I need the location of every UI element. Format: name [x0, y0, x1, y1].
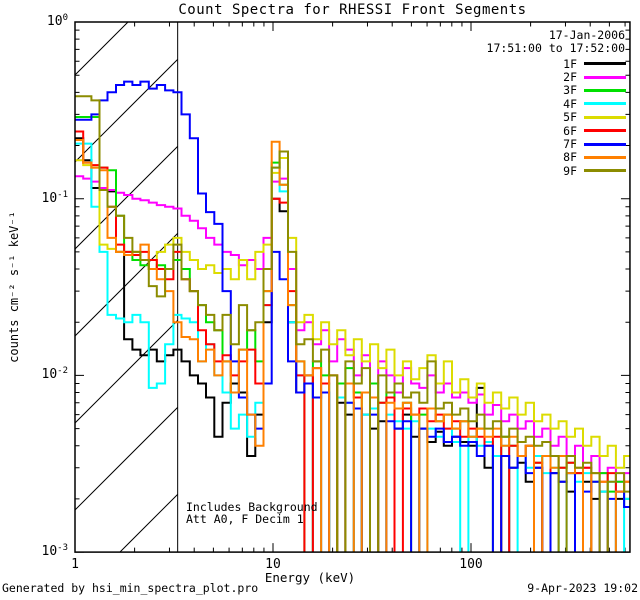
- legend-item-4f: 4F: [563, 96, 626, 111]
- legend-label-8f: 8F: [563, 150, 577, 165]
- legend: 1F 2F 3F 4F 5F 6F 7F 8F 9F: [563, 57, 626, 178]
- y-tick-label-1e0: 100: [46, 13, 68, 29]
- spectrum-curve-9f: [75, 95, 630, 553]
- legend-swatch-3f: [584, 88, 626, 92]
- x-tick-label-1: 1: [71, 557, 79, 572]
- x-tick-label-10: 10: [265, 557, 281, 572]
- spectrum-curve-5f: [75, 157, 630, 469]
- legend-label-3f: 3F: [563, 83, 577, 98]
- x-tick-label-100: 100: [459, 557, 483, 572]
- legend-label-9f: 9F: [563, 163, 577, 178]
- plot-frame: [74, 21, 631, 553]
- footer-generator: Generated by hsi_min_spectra_plot.pro: [2, 581, 259, 595]
- footer-timestamp: 9-Apr-2023 19:02: [527, 581, 638, 595]
- legend-label-2f: 2F: [563, 70, 577, 85]
- legend-item-6f: 6F: [563, 123, 626, 138]
- y-tick-label-1e-3: 10-3: [41, 543, 69, 560]
- legend-swatch-9f: [584, 169, 626, 173]
- legend-item-3f: 3F: [563, 83, 626, 98]
- legend-item-9f: 9F: [563, 163, 626, 178]
- background-note: Includes Background: [186, 500, 318, 514]
- spectrum-curve-8f: [75, 139, 630, 553]
- legend-item-7f: 7F: [563, 137, 626, 152]
- observation-time-range: 17:51:00 to 17:52:00: [486, 41, 625, 55]
- legend-swatch-7f: [584, 142, 626, 146]
- x-axis-label: Energy (keV): [264, 570, 356, 585]
- legend-item-5f: 5F: [563, 110, 626, 125]
- legend-swatch-4f: [584, 102, 626, 106]
- legend-swatch-2f: [584, 75, 626, 79]
- hatch-lines: [75, 22, 179, 553]
- legend-label-6f: 6F: [563, 123, 577, 138]
- chart-title: Count Spectra for RHESSI Front Segments: [178, 2, 527, 18]
- legend-label-5f: 5F: [563, 110, 577, 125]
- spectrum-curve-4f: [75, 142, 630, 553]
- legend-item-2f: 2F: [563, 70, 626, 85]
- legend-swatch-5f: [584, 115, 626, 119]
- spectrum-curve-7f: [75, 80, 630, 553]
- y-axis-label: counts cm⁻² s⁻¹ keV⁻¹: [7, 211, 21, 363]
- y-tick-label-1e-1: 10-1: [41, 189, 69, 206]
- legend-item-1f: 1F: [563, 56, 626, 71]
- legend-item-8f: 8F: [563, 150, 626, 165]
- observation-date: 17-Jan-2006: [548, 28, 625, 42]
- legend-swatch-6f: [584, 129, 626, 133]
- legend-label-7f: 7F: [563, 137, 577, 152]
- legend-swatch-1f: [584, 62, 626, 66]
- legend-label-1f: 1F: [563, 56, 577, 71]
- attenuator-note: Att A0, F Decim 1: [186, 512, 304, 526]
- y-tick-label-1e-2: 10-2: [41, 366, 69, 383]
- legend-label-4f: 4F: [563, 96, 577, 111]
- legend-swatch-8f: [584, 155, 626, 159]
